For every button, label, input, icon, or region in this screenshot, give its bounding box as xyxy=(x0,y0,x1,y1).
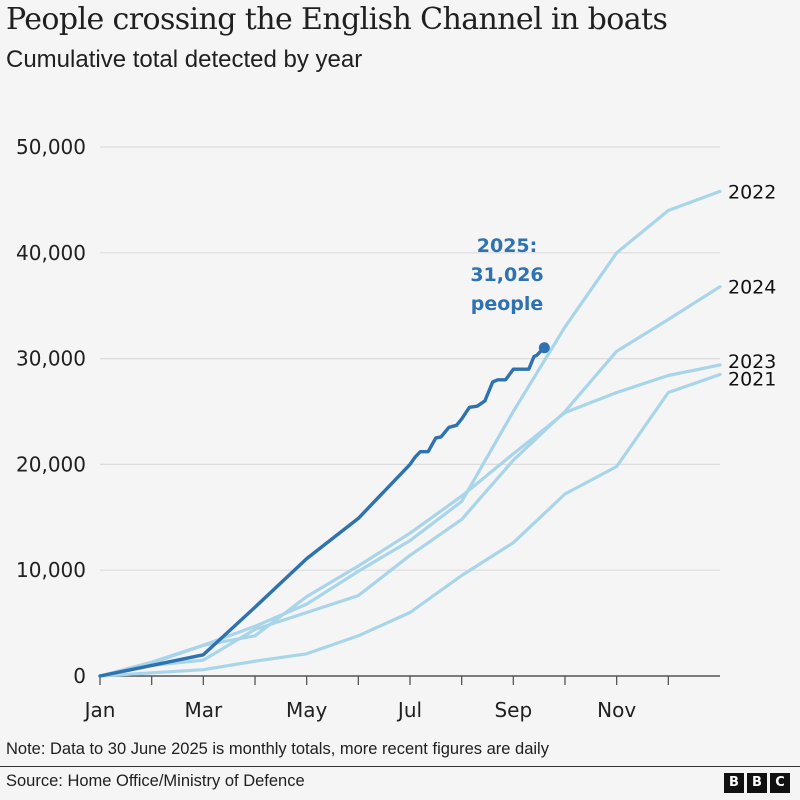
series-endpoint-2025 xyxy=(538,342,550,354)
series-label-2023: 2023 xyxy=(728,351,776,373)
y-axis-tick-labels: 0 10,000 20,000 30,000 40,000 50,000 xyxy=(16,135,86,688)
chart-subtitle: Cumulative total detected by year xyxy=(6,46,363,73)
y-tick-label: 0 xyxy=(73,664,86,688)
y-tick-label: 20,000 xyxy=(16,452,86,476)
x-tick-label: Mar xyxy=(184,698,223,722)
series-line-2023 xyxy=(98,363,722,678)
annotation-line: people xyxy=(471,293,544,315)
series-label-2024: 2024 xyxy=(728,277,776,299)
x-tick-label: Sep xyxy=(494,698,532,722)
footer-divider xyxy=(0,766,800,767)
x-tick-label: May xyxy=(286,698,328,722)
chart-note: Note: Data to 30 June 2025 is monthly to… xyxy=(6,740,549,758)
series-line-2022 xyxy=(98,189,722,678)
series-label-2021: 2021 xyxy=(728,368,776,390)
y-tick-label: 50,000 xyxy=(16,135,86,159)
series-labels: 2021 2022 2023 2024 xyxy=(728,181,776,390)
y-tick-label: 40,000 xyxy=(16,241,86,265)
y-tick-label: 30,000 xyxy=(16,347,86,371)
gridlines xyxy=(100,146,720,571)
bbc-logo-letter: B xyxy=(747,773,767,793)
series-lines xyxy=(98,189,722,678)
x-tick-label: Jul xyxy=(396,698,422,722)
annotation: 2025: 31,026 people xyxy=(470,235,543,315)
chart-source: Source: Home Office/Ministry of Defence xyxy=(6,772,305,790)
bbc-logo-letter: C xyxy=(770,773,790,793)
annotation-line: 2025: xyxy=(477,235,537,257)
annotation-line: 31,026 xyxy=(470,264,543,286)
series-label-2022: 2022 xyxy=(728,181,776,203)
bbc-logo: B B C xyxy=(724,773,790,793)
series-line-2024 xyxy=(98,285,722,678)
x-axis xyxy=(99,675,720,685)
bbc-logo-letter: B xyxy=(724,773,744,793)
x-tick-label: Jan xyxy=(83,698,116,722)
chart-title: People crossing the English Channel in b… xyxy=(6,2,668,37)
x-tick-label: Nov xyxy=(597,698,636,722)
line-chart: 0 10,000 20,000 30,000 40,000 50,000 Jan Mar Ma… xyxy=(16,135,776,722)
series-line-2025 xyxy=(98,346,546,678)
y-tick-label: 10,000 xyxy=(16,558,86,582)
series-line-2021 xyxy=(98,372,722,678)
x-axis-tick-labels: Jan Mar May Jul Sep Nov xyxy=(83,698,637,722)
